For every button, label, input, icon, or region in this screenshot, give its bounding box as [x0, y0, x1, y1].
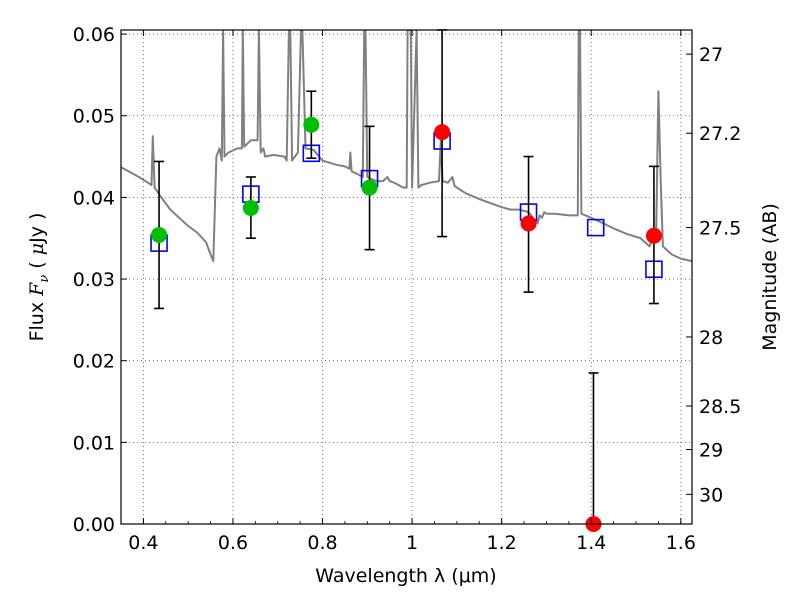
detection-point: [361, 179, 378, 196]
data-markers: [150, 29, 663, 532]
x-axis-label: Wavelength λ (μm): [315, 565, 496, 587]
detection-point: [303, 116, 320, 133]
plot-area: [121, 30, 692, 263]
y-tick-label: 0.03: [73, 269, 115, 291]
y-tick-label: 0.06: [73, 24, 115, 46]
detection-point: [645, 227, 662, 244]
x-tick-label: 1.6: [666, 532, 696, 554]
y-tick-label: 0.05: [73, 106, 115, 128]
y2-tick-label: 27: [699, 44, 723, 66]
x-tick-label: 0.8: [307, 532, 337, 554]
y-tick-label: 0.00: [73, 514, 115, 536]
y-axis-label: Flux Fν ( μJy ): [26, 213, 52, 342]
y2-tick-label: 29: [699, 440, 723, 462]
x-tick-label: 1.4: [576, 532, 606, 554]
y2-tick-label: 28.5: [699, 396, 741, 418]
y-tick-label: 0.02: [73, 351, 115, 373]
x-tick-label: 0.6: [218, 532, 248, 554]
y-tick-label: 0.01: [73, 432, 115, 454]
template-spectrum-line: [121, 30, 692, 263]
y2-tick-label: 30: [699, 484, 723, 506]
y-tick-label: 0.04: [73, 187, 115, 209]
x-tick-label: 1.2: [487, 532, 517, 554]
y2-axis-label: Magnitude (AB): [759, 203, 781, 351]
detection-point: [242, 200, 259, 217]
detection-point: [520, 215, 537, 232]
detection-point: [151, 226, 168, 243]
x-tick-label: 1: [406, 532, 418, 554]
detection-point: [434, 124, 451, 141]
y2-tick-label: 27.2: [699, 123, 741, 145]
plot-frame: [120, 29, 693, 525]
y2-tick-label: 27.5: [699, 218, 741, 240]
axes: 0.4 0.6 0.8 1 1.2 1.4 1.6 0.00 0.01 0.02 0.03 0.04 0…: [73, 24, 742, 554]
x-tick-label: 0.4: [128, 532, 158, 554]
model-square-marker: [586, 218, 605, 237]
y2-tick-label: 28: [699, 327, 723, 349]
